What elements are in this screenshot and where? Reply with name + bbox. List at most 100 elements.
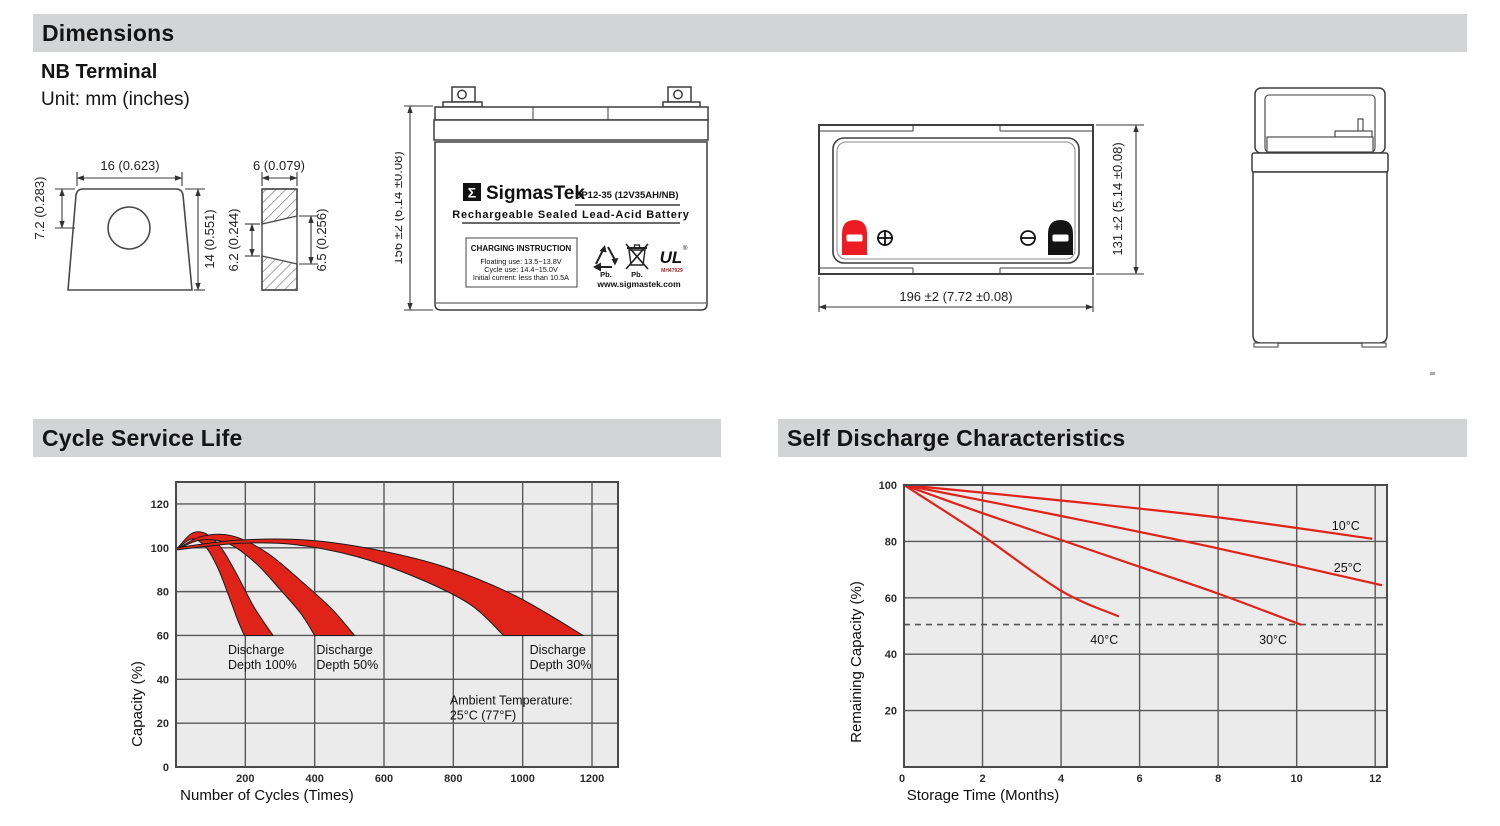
x-tick-label: 400: [305, 773, 323, 785]
charging-line-1: Floating use: 13.5~13.8V: [480, 257, 561, 266]
band-annotation: Depth 30%: [530, 658, 592, 672]
temperature-line: [902, 483, 1373, 540]
x-tick-label: 1200: [580, 773, 604, 785]
chart-annotation: 25°C (77°F): [450, 708, 516, 722]
side-foot-right: [1361, 342, 1387, 348]
y-tick-label: 100: [879, 480, 897, 492]
band-annotation: Depth 100%: [228, 658, 297, 672]
battery-side-view: [1251, 87, 1389, 348]
temperature-line: [902, 483, 1120, 618]
section-bar-dimensions: Dimensions: [33, 14, 1467, 52]
temperature-line: [902, 483, 1302, 626]
terminal-front-dimensions: [55, 172, 205, 291]
x-tick-label: 10: [1291, 773, 1303, 785]
charging-line-2: Cycle use: 14.4~15.0V: [484, 265, 558, 274]
band-annotation: Discharge: [228, 643, 284, 657]
post-hole-right: [673, 89, 683, 100]
x-tick-label: 8: [1215, 773, 1221, 785]
sigma-logo-box: [463, 183, 481, 201]
ul-registered-mark: ®: [683, 245, 688, 252]
recycle-pb-label: Pb.: [600, 270, 612, 279]
terminal-detail-drawing: 16 (0.623) 7.2 (0.283) 14 (0.551) 6 (0.0…: [32, 158, 329, 291]
temperature-line: [902, 483, 1383, 587]
battery-front-view: 156 ±2 (6.14 ±0.08) Σ SigmasTek SP12-35 …: [395, 86, 709, 311]
lid-top-band: [434, 106, 709, 121]
battery-subtitle: Rechargeable Sealed Lead-Acid Battery: [452, 209, 690, 221]
terminal-section-outline: [261, 188, 298, 291]
self-discharge-chart: 2 4 6 8 10 12 20 40 60 80 100 0 10°C 25°C 30°C 40°C Stor…: [848, 480, 1388, 804]
series-label: 40°C: [1090, 633, 1118, 647]
dim-battery-depth: 131 ±2 (5.14 ±0.08): [1110, 142, 1125, 255]
section-bar-self-discharge: Self Discharge Characteristics: [778, 419, 1467, 457]
y-axis-label: Capacity (%): [129, 661, 146, 747]
top-inner-rim: [832, 137, 1080, 264]
lid-lower-band: [433, 119, 709, 141]
unit-note: Unit: mm (inches): [41, 89, 190, 110]
y-tick-label: 20: [157, 718, 169, 730]
ul-file-number: MH47929: [661, 268, 683, 274]
ul-certification-icon: UL ® MH47929: [660, 245, 688, 274]
x-tick-label: 4: [1058, 773, 1065, 785]
x-tick-label: 6: [1137, 773, 1143, 785]
dim-terminal-slot: 7.2 (0.283): [32, 177, 47, 240]
y-tick-label: 120: [151, 499, 169, 511]
x-tick-label: 800: [444, 773, 462, 785]
dim-terminal-thickness: 6 (0.079): [253, 158, 305, 173]
terminal-side-dimensions: [245, 172, 318, 265]
y-tick-label: 20: [885, 706, 897, 718]
nb-terminal-heading: NB Terminal: [41, 61, 158, 83]
minus-symbol-icon: [1020, 230, 1036, 246]
x-tick-label: 12: [1369, 773, 1381, 785]
battery-top-view: 131 ±2 (5.14 ±0.08) 196 ±2 (7.72 ±0.08): [818, 124, 1144, 312]
y-tick-label: 60: [885, 593, 897, 605]
dim-terminal-height: 14 (0.551): [202, 209, 217, 268]
plot-border: [175, 481, 619, 768]
dim-terminal-left: 6.2 (0.244): [226, 209, 241, 272]
discharge-band: [175, 538, 584, 636]
trash-pb-icon: [625, 243, 649, 270]
x-tick-label: 600: [375, 773, 393, 785]
series-label: 10°C: [1332, 519, 1360, 533]
height-dimension: [404, 105, 433, 311]
side-top-block: [1266, 136, 1374, 153]
y-tick-label: 80: [885, 536, 897, 548]
top-seams: [819, 125, 1093, 274]
origin-tick-label: 0: [899, 773, 905, 785]
terminal-section-upper: [261, 188, 298, 225]
plus-symbol-icon: [877, 230, 893, 246]
series-label: 30°C: [1259, 633, 1287, 647]
case-seams: [436, 107, 706, 304]
section-bar-cycle: Cycle Service Life: [33, 419, 721, 457]
section-title-self-discharge: Self Discharge Characteristics: [787, 425, 1126, 451]
band-annotation: Depth 50%: [316, 658, 378, 672]
top-inner-rim-2: [836, 141, 1076, 260]
band-annotation: Discharge: [316, 643, 372, 657]
series-label: 25°C: [1334, 561, 1362, 575]
stray-mark: [1430, 372, 1435, 375]
charging-line-3: Initial current: less than 10.5A: [473, 273, 569, 282]
x-tick-label: 200: [236, 773, 254, 785]
y-tick-label: 40: [885, 649, 897, 661]
section-title-cycle: Cycle Service Life: [42, 425, 243, 451]
recycle-pb-icon: [593, 245, 619, 272]
x-tick-label: 2: [979, 773, 985, 785]
cycle-service-life-chart: 200 400 600 800 1000 1200 0 20 40 60 80 100 120 Disch…: [129, 481, 619, 804]
terminal-front-view: [67, 188, 193, 291]
positive-terminal-slot: [846, 234, 863, 242]
y-tick-label: 0: [163, 762, 169, 774]
dim-terminal-right: 6.5 (0.256): [314, 209, 329, 272]
side-foot-left: [1253, 342, 1279, 348]
side-lid-flange: [1251, 152, 1389, 173]
x-axis-label: Storage Time (Months): [907, 787, 1060, 804]
y-tick-label: 80: [157, 587, 169, 599]
top-view-dimensions: [818, 124, 1144, 312]
terminal-section-lower: [261, 255, 298, 291]
terminal-side-view: [261, 188, 298, 291]
charging-instruction-box: [465, 237, 578, 288]
side-view-shapes: [1251, 87, 1389, 348]
website-text: www.sigmastek.com: [596, 279, 681, 289]
trash-pb-label: Pb.: [631, 270, 643, 279]
side-terminal-pin: [1357, 118, 1364, 133]
sigma-logo-icon: Σ: [468, 185, 476, 201]
